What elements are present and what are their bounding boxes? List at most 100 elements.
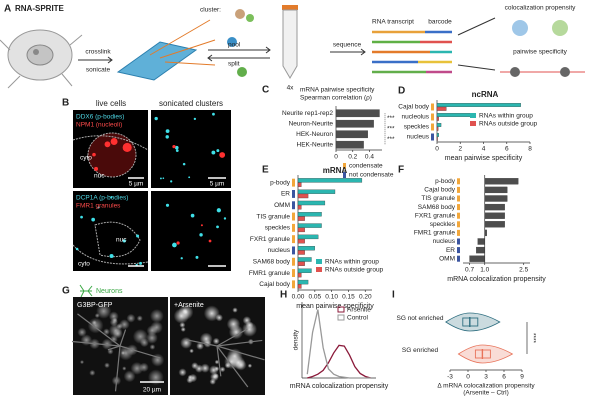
granule: [110, 196, 113, 199]
bar: [297, 178, 363, 183]
panel-title: RNA-SPRITE: [15, 4, 65, 13]
neuron-images: [71, 297, 265, 395]
x-axis-label: mRNA colocalization propensity: [447, 276, 546, 283]
signal: [199, 332, 213, 346]
bar: [297, 257, 312, 262]
granule: [172, 145, 176, 149]
x-tick-label: 0: [334, 154, 338, 161]
legend-label: RNAs within group: [325, 259, 379, 266]
category-swatch: [292, 257, 295, 266]
y-tick-label: Cajal body: [424, 187, 455, 194]
neurite: [114, 345, 121, 392]
signal: [146, 332, 158, 344]
y-tick-label: SAM68 body: [418, 204, 456, 211]
rounds-label: 4x: [287, 85, 295, 92]
signal: [96, 303, 112, 319]
y-tick-label: nucleus: [268, 247, 291, 254]
image-label: G3BP-GFP: [77, 302, 113, 309]
x-tick-label: 0.20: [359, 294, 372, 301]
bar: [297, 182, 302, 187]
y-tick-label: TIS granule: [256, 213, 290, 220]
step-label: pool: [228, 42, 241, 49]
x-tick-label: 0.00: [292, 294, 305, 301]
region-label: cyto: [80, 155, 92, 162]
category-swatch: [292, 223, 295, 232]
bar: [484, 221, 505, 228]
bar: [297, 234, 319, 240]
region-label: cyto: [78, 261, 90, 268]
category-swatch: [457, 255, 460, 262]
y-tick-label: SAM68 body: [253, 258, 291, 265]
y-tick-label: FMR1 granule: [249, 270, 291, 277]
category-swatch: [457, 178, 460, 185]
signal: [147, 369, 164, 386]
x-tick-label: -3: [447, 374, 453, 381]
panel-letter: E: [262, 165, 269, 176]
neurite: [216, 345, 265, 361]
bar: [297, 200, 326, 206]
neurite: [107, 345, 121, 351]
significance-label: ****: [529, 333, 536, 344]
bar: [469, 255, 485, 262]
y-tick-label: p-body: [270, 179, 291, 186]
chart-subtitle: Spearman correlation (ρ): [300, 95, 372, 102]
bar: [297, 284, 302, 289]
signal: [136, 315, 143, 322]
cluster-label: cluster:: [200, 7, 221, 14]
bar: [297, 189, 336, 194]
x-tick-label: 6: [502, 374, 506, 381]
granule: [92, 152, 96, 157]
y-tick-label: speckles: [265, 225, 291, 232]
step-label: sequence: [333, 42, 362, 49]
marker-label: NPM1 (nucleoli): [76, 122, 122, 129]
granule: [223, 217, 227, 220]
bar: [297, 223, 322, 228]
signal: [116, 323, 123, 330]
y-tick-label: HEK-Neuron: [296, 131, 333, 138]
signal: [196, 342, 205, 350]
category-swatch: [292, 212, 295, 221]
arrow: [457, 17, 496, 71]
bar: [484, 203, 505, 211]
granule: [122, 142, 132, 153]
category-swatch: [431, 113, 434, 121]
signal: [101, 338, 113, 350]
signal: [226, 317, 241, 331]
signal: [212, 337, 220, 345]
y-tick-label: ER: [281, 191, 290, 198]
bar: [297, 216, 305, 221]
signal: [104, 362, 110, 369]
bar: [476, 246, 485, 254]
legend-label: Arsenite: [347, 307, 371, 314]
legend-label: RNAs outside group: [325, 267, 384, 274]
y-tick-label: FXR1 granule: [250, 236, 290, 243]
bar: [436, 113, 473, 117]
chart-title: mRNA: [323, 166, 348, 175]
marker-label: DCP1A (p-bodies): [76, 195, 128, 202]
legend-label: condensate: [349, 163, 383, 170]
legend-swatch: [337, 306, 345, 313]
legend-label: Control: [347, 315, 369, 322]
arrow: [78, 56, 113, 64]
legend-label: not condensate: [349, 172, 394, 179]
panel-letter: B: [62, 98, 69, 109]
x-tick-label: 0.05: [308, 294, 321, 301]
read-label: barcode: [428, 19, 452, 26]
bar: [477, 238, 485, 245]
cluster-icons: [227, 9, 254, 77]
signal: [210, 372, 219, 382]
legend-swatch: [316, 259, 322, 264]
y-tick-label: TIS granule: [421, 195, 455, 202]
panel-letter: H: [280, 290, 287, 301]
signal: [180, 336, 193, 349]
bar: [297, 205, 302, 210]
output-label: colocalization propensity: [505, 5, 577, 12]
neurite: [71, 340, 121, 347]
granule: [180, 257, 183, 260]
signal: [122, 366, 127, 371]
granule: [188, 176, 191, 179]
significance-label: ***: [387, 115, 395, 122]
signal: [126, 313, 136, 323]
y-tick-label: FXR1 granule: [415, 212, 455, 219]
